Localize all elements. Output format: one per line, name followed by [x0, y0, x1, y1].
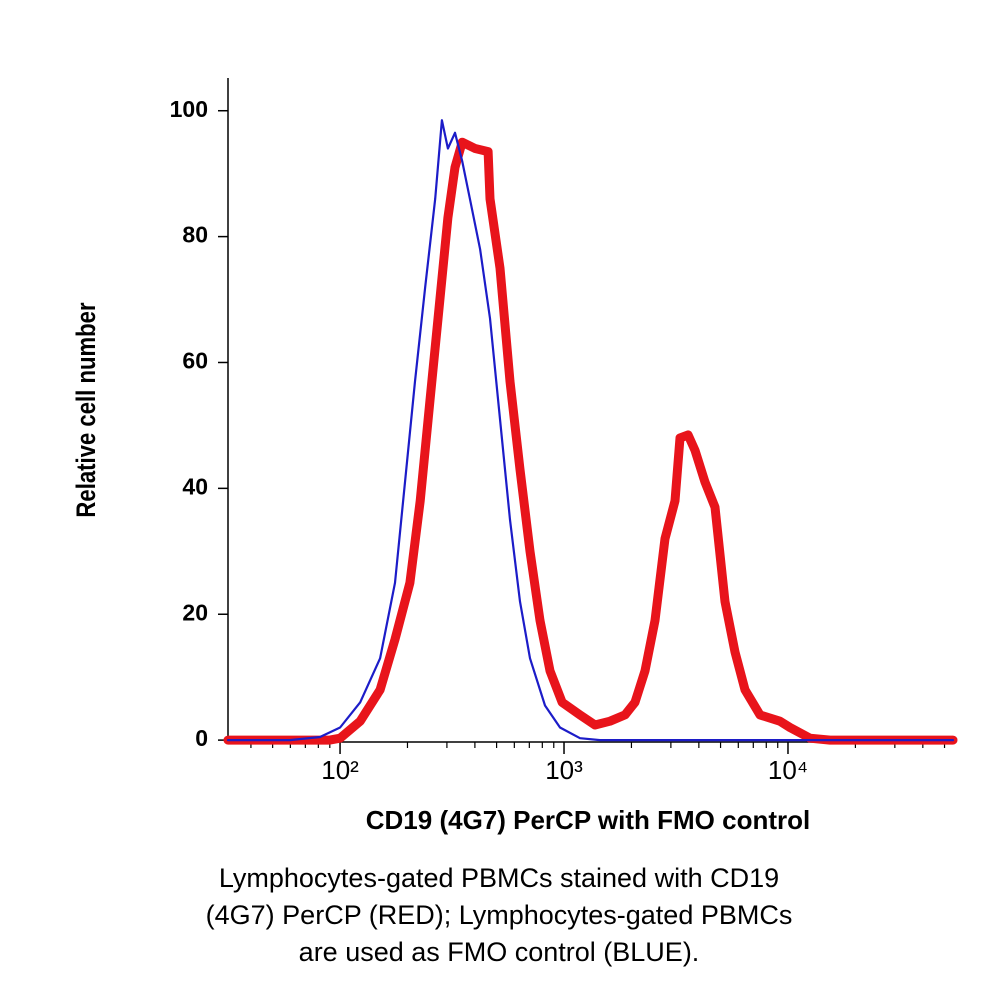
y-tick-label: 40 — [182, 473, 208, 499]
y-tick-label: 80 — [182, 222, 208, 248]
y-tick-label: 60 — [182, 348, 208, 374]
x-tick-label: 10⁴ — [768, 755, 808, 785]
y-axis-label: Relative cell number — [72, 302, 102, 518]
caption-line: (4G7) PerCP (RED); Lymphocytes-gated PBM… — [206, 900, 793, 930]
x-tick-label: 10² — [321, 755, 359, 785]
x-tick-label: 10³ — [545, 755, 583, 785]
caption-line: are used as FMO control (BLUE). — [299, 937, 700, 967]
y-tick-label: 100 — [170, 96, 208, 122]
y-tick-label: 20 — [182, 599, 208, 625]
caption-line: Lymphocytes-gated PBMCs stained with CD1… — [219, 863, 779, 893]
series-line — [223, 137, 958, 745]
x-axis-label: CD19 (4G7) PerCP with FMO control — [366, 805, 810, 835]
series-line — [226, 119, 955, 742]
y-tick-label: 0 — [195, 725, 208, 751]
